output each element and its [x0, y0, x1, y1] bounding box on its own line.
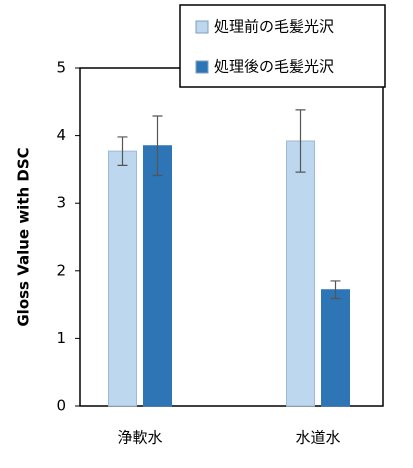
bar: [143, 145, 172, 407]
legend-swatch: [195, 20, 209, 34]
error-bar: [295, 109, 306, 173]
legend-box: [179, 4, 386, 88]
bar: [286, 140, 315, 407]
x-tick-label: 水道水: [295, 429, 340, 447]
y-tick-label: 0: [56, 397, 66, 415]
bar: [108, 150, 137, 407]
y-tick-label: 2: [56, 261, 66, 279]
y-tick-label: 5: [56, 59, 66, 77]
error-bar: [152, 115, 163, 177]
y-tick-label: 4: [56, 126, 66, 144]
error-bar: [330, 280, 341, 300]
legend-label: 処理後の毛髪光沢: [214, 58, 334, 76]
x-tick-label: 浄軟水: [117, 429, 162, 447]
error-bar: [117, 136, 128, 166]
bar: [321, 289, 350, 407]
legend-swatch: [195, 60, 209, 74]
y-tick-label: 1: [56, 329, 66, 347]
y-tick-label: 3: [56, 194, 66, 212]
y-axis-label: Gloss Value with DSC: [15, 147, 33, 326]
legend-label: 処理前の毛髪光沢: [214, 18, 334, 36]
